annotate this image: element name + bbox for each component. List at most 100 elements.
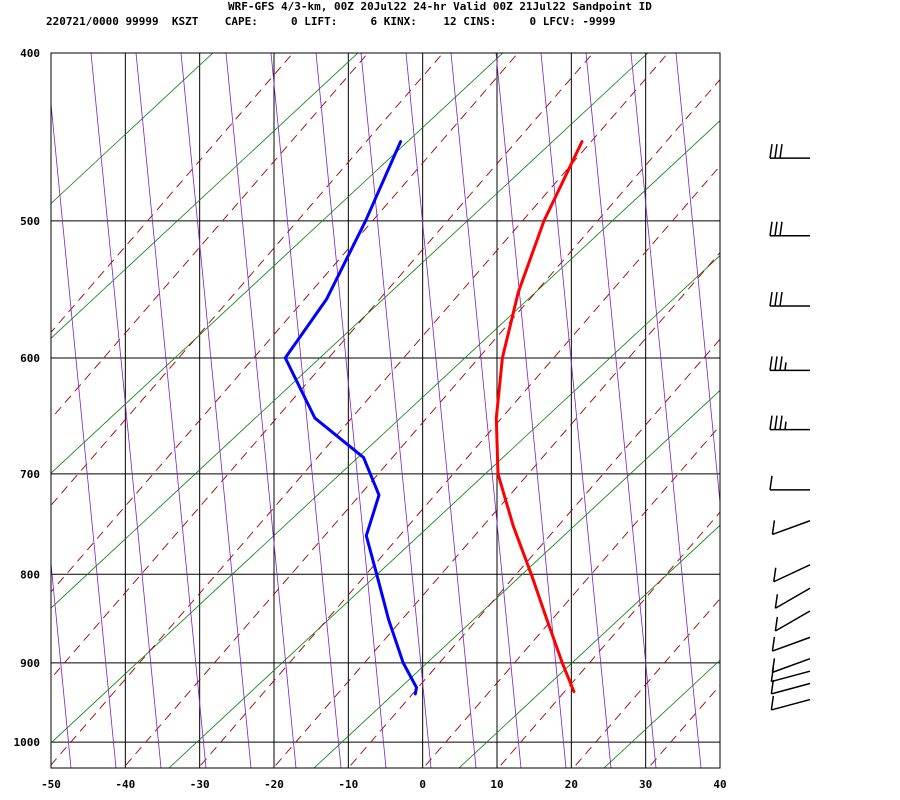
wind-barb-half-flag [784, 421, 787, 430]
mixing-ratio-line [495, 53, 567, 768]
wind-barb [771, 520, 811, 536]
moist-adiabat [51, 53, 294, 333]
mixing-ratio-line [90, 53, 162, 768]
mixing-ratio-line [585, 53, 657, 768]
sounding-series [283, 140, 584, 696]
wind-barb-flag [769, 291, 773, 307]
wind-barb-half-flag [784, 362, 787, 371]
wind-barb-flag [769, 415, 773, 430]
wind-barb [770, 695, 811, 711]
moist-adiabat [51, 53, 519, 593]
wind-barb-flag [779, 356, 783, 371]
wind-barb-flag [774, 144, 778, 159]
mixing-ratio-line [225, 53, 297, 768]
wind-barb [769, 291, 810, 307]
station-info: 220721/0000 99999 KSZT CAPE: 0 LIFT: 6 K… [46, 15, 616, 28]
wind-barb-flag [779, 415, 783, 430]
chart-title: WRF-GFS 4/3-km, 00Z 20Jul22 24-hr Valid … [228, 0, 652, 13]
moist-adiabat [347, 338, 720, 768]
dry-adiabat [603, 659, 720, 768]
axis-ticks: 400 500 600 700 800 900 1000 -50 -40 -30 -20 -10 0 10… [14, 47, 727, 791]
mixing-ratio-line [180, 53, 252, 768]
wind-barb-shaft [772, 657, 811, 674]
dewpoint-profile [283, 140, 418, 696]
dry-adiabat [51, 53, 214, 205]
wind-barb [774, 610, 811, 632]
moist-adiabat [51, 53, 369, 420]
wind-barb-shaft [772, 636, 811, 652]
wind-barb [769, 356, 810, 372]
dry-adiabat [51, 53, 359, 339]
mixing-ratio-line [450, 53, 522, 768]
wind-barb [773, 564, 811, 583]
plot-frame [50, 52, 721, 769]
dry-adiabat [458, 524, 720, 768]
wind-barb-shaft [772, 520, 811, 536]
wind-barb-flag [769, 144, 773, 159]
wind-barb-shaft [773, 564, 811, 583]
mixing-ratio-line [360, 53, 432, 768]
mixing-ratio-line [540, 53, 612, 768]
wind-barb-flag [774, 356, 778, 371]
wind-barb-flag [769, 221, 773, 236]
wind-barb-flag [770, 679, 775, 694]
x-tick-label: 20 [565, 778, 578, 791]
y-tick-label: 700 [20, 468, 40, 481]
wind-barb-flag [770, 667, 775, 682]
dry-adiabat [51, 53, 649, 609]
y-tick-label: 900 [20, 657, 40, 670]
wind-barb-flag [771, 520, 776, 535]
wind-barb [770, 679, 811, 695]
wind-barb-flag [779, 221, 783, 236]
dry-adiabat [51, 53, 504, 474]
wind-barb [769, 221, 810, 237]
moist-adiabat [422, 425, 720, 768]
mixing-ratio-line [51, 99, 117, 768]
mixing-ratio-line [405, 53, 477, 768]
moist-adiabat [51, 53, 594, 680]
moist-adiabat [781, 0, 900, 788]
wind-barb [769, 415, 810, 431]
temperature-profile [494, 140, 584, 694]
x-tick-label: -30 [190, 778, 210, 791]
dry-adiabat [168, 255, 720, 768]
y-tick-label: 1000 [14, 736, 41, 749]
wind-barb-flag [774, 221, 778, 236]
x-tick-label: 10 [490, 778, 503, 791]
moist-adiabat [122, 78, 720, 768]
x-tick-label: -10 [338, 778, 358, 791]
y-tick-label: 500 [20, 215, 40, 228]
moist-adiabat [572, 598, 720, 768]
wind-barb-flag [774, 415, 778, 430]
wind-barb-flag [774, 291, 778, 307]
y-tick-label: 600 [20, 352, 40, 365]
moist-adiabat [497, 511, 720, 768]
x-tick-label: -50 [41, 778, 61, 791]
x-tick-label: 0 [419, 778, 426, 791]
wind-barb-flag [769, 356, 773, 371]
wind-barbs [769, 144, 811, 711]
wind-barb [774, 587, 811, 609]
wind-barb-flag [773, 567, 777, 582]
moist-adiabat [272, 251, 720, 768]
x-tick-label: -40 [115, 778, 135, 791]
wind-barb-flag [771, 636, 776, 652]
wind-barb [770, 667, 811, 683]
wind-barb-flag [779, 144, 783, 159]
mixing-ratio-line [315, 53, 387, 768]
wind-barb-flag [769, 475, 773, 490]
dry-adiabat [706, 0, 900, 800]
grid-layer [51, 52, 720, 768]
wind-barb-flag [770, 695, 775, 711]
wind-barb-flag [779, 291, 783, 307]
mixing-ratio-line [51, 559, 72, 768]
y-tick-label: 400 [20, 47, 40, 60]
moist-adiabat [51, 53, 669, 766]
x-tick-label: 40 [713, 778, 726, 791]
wind-barb-shaft [774, 587, 811, 609]
wind-barb-flag [774, 594, 779, 609]
wind-barb [769, 144, 810, 159]
wind-barb [771, 657, 811, 674]
